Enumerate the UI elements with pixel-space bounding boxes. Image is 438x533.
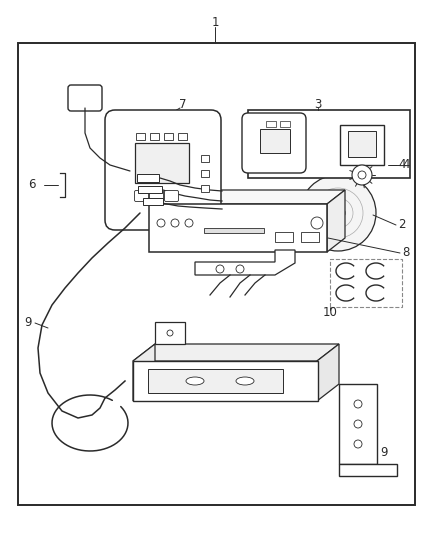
Circle shape bbox=[331, 206, 345, 220]
Bar bbox=[301, 232, 319, 242]
Bar bbox=[266, 121, 276, 127]
Text: 9: 9 bbox=[24, 317, 32, 329]
Bar bbox=[248, 110, 410, 178]
Bar bbox=[138, 186, 162, 193]
Polygon shape bbox=[327, 190, 345, 252]
Bar bbox=[135, 143, 189, 183]
Circle shape bbox=[300, 175, 376, 251]
FancyBboxPatch shape bbox=[165, 190, 179, 201]
Polygon shape bbox=[133, 344, 155, 401]
Bar bbox=[164, 133, 173, 140]
Bar bbox=[339, 384, 377, 464]
Polygon shape bbox=[133, 344, 339, 361]
FancyBboxPatch shape bbox=[242, 113, 306, 173]
Text: 9: 9 bbox=[380, 447, 388, 459]
FancyBboxPatch shape bbox=[105, 110, 221, 230]
Polygon shape bbox=[317, 344, 339, 401]
Text: 4: 4 bbox=[398, 158, 406, 172]
Bar bbox=[137, 174, 159, 182]
Circle shape bbox=[185, 219, 193, 227]
FancyBboxPatch shape bbox=[68, 85, 102, 111]
Bar bbox=[340, 125, 384, 165]
Text: 1: 1 bbox=[211, 17, 219, 29]
Circle shape bbox=[352, 165, 372, 185]
Bar bbox=[201, 170, 209, 177]
Ellipse shape bbox=[186, 377, 204, 385]
Bar bbox=[149, 204, 327, 252]
Bar bbox=[178, 133, 187, 140]
Text: 7: 7 bbox=[179, 99, 187, 111]
Ellipse shape bbox=[236, 377, 254, 385]
Polygon shape bbox=[149, 190, 345, 204]
FancyBboxPatch shape bbox=[149, 190, 163, 201]
Circle shape bbox=[236, 265, 244, 273]
Bar bbox=[201, 155, 209, 162]
FancyBboxPatch shape bbox=[134, 190, 148, 201]
Circle shape bbox=[167, 330, 173, 336]
Polygon shape bbox=[155, 322, 185, 344]
Bar bbox=[260, 129, 290, 153]
Circle shape bbox=[311, 217, 323, 229]
Polygon shape bbox=[195, 250, 295, 275]
Circle shape bbox=[354, 440, 362, 448]
Circle shape bbox=[216, 265, 224, 273]
Bar bbox=[133, 361, 318, 401]
Circle shape bbox=[171, 219, 179, 227]
Text: 2: 2 bbox=[398, 219, 406, 231]
Bar bbox=[275, 232, 293, 242]
Text: 8: 8 bbox=[402, 246, 410, 260]
Text: 6: 6 bbox=[28, 179, 36, 191]
Text: 10: 10 bbox=[322, 306, 337, 319]
Circle shape bbox=[358, 171, 366, 179]
Circle shape bbox=[354, 400, 362, 408]
Bar bbox=[201, 185, 209, 192]
Bar bbox=[348, 131, 376, 157]
Bar bbox=[339, 464, 397, 476]
Bar bbox=[330, 259, 402, 307]
Text: 3: 3 bbox=[314, 99, 321, 111]
Circle shape bbox=[354, 420, 362, 428]
Bar bbox=[143, 198, 163, 205]
Text: 5: 5 bbox=[184, 211, 192, 223]
Bar bbox=[280, 121, 290, 127]
Circle shape bbox=[157, 219, 165, 227]
Bar bbox=[136, 133, 145, 140]
Text: 4: 4 bbox=[402, 158, 410, 172]
Bar bbox=[18, 43, 415, 505]
Bar bbox=[148, 369, 283, 393]
Bar bbox=[204, 228, 264, 233]
Bar bbox=[150, 133, 159, 140]
